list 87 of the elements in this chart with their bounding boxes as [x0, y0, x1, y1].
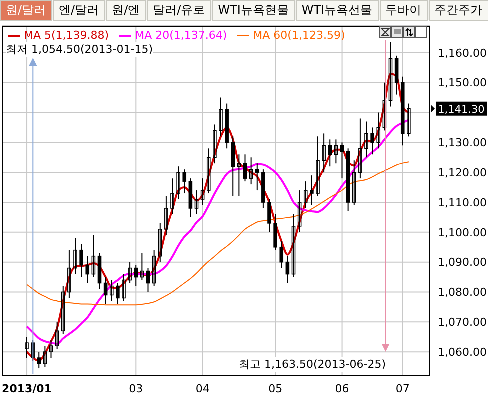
x-tick-label: 2013/01	[2, 382, 52, 396]
candlestick	[25, 336, 29, 359]
candlestick	[322, 133, 326, 174]
annotation: 최저 1,054.50(2013-01-15)	[6, 42, 153, 57]
text: 달러/유로	[147, 0, 212, 21]
candlestick	[86, 256, 90, 284]
candlestick	[255, 163, 260, 192]
x-tick-label: 07	[396, 382, 410, 396]
candlestick	[158, 222, 162, 263]
candlestick	[213, 124, 217, 164]
y-tick-label: 1,070.00	[438, 316, 487, 330]
candlestick	[92, 234, 96, 278]
candlestick	[292, 214, 296, 278]
candlestick	[61, 286, 66, 335]
candlestick	[249, 157, 254, 186]
candlestick	[194, 190, 199, 215]
candlestick	[316, 136, 320, 198]
x-tick-label: 05	[268, 382, 283, 396]
text: 엔/달러	[53, 0, 106, 21]
candlestick	[80, 244, 84, 278]
candlestick	[206, 148, 211, 194]
candlestick	[328, 139, 332, 168]
legend-label: MA 20(1,137.64)	[135, 29, 228, 42]
text: WTI뉴욕선물	[296, 0, 379, 21]
candlestick	[104, 276, 108, 305]
text: 1,141.30	[438, 104, 485, 116]
candlestick	[286, 256, 290, 284]
y-tick-label: 1,120.00	[438, 166, 487, 180]
candlestick	[310, 175, 314, 206]
candlestick	[334, 139, 338, 164]
legend-label: MA 5(1,139.88)	[24, 29, 110, 42]
candlestick	[237, 154, 242, 198]
candlestick	[370, 127, 374, 156]
candlestick	[304, 181, 308, 209]
y-tick-label: 1,060.00	[438, 346, 487, 359]
text: WTI뉴욕현물	[212, 0, 295, 21]
annotation: 최고 1,163.50(2013-06-25)	[238, 357, 387, 372]
candlestick	[140, 252, 144, 281]
candlestick	[55, 322, 60, 350]
text: 두바이	[380, 0, 428, 21]
candlestick	[170, 178, 174, 215]
text: 원/엔	[106, 0, 146, 21]
candlestick	[407, 103, 411, 138]
y-tick-label: 1,130.00	[438, 136, 487, 150]
y-tick-label: 1,080.00	[438, 286, 487, 300]
y-tick-label: 1,090.00	[438, 256, 487, 270]
candlestick	[116, 282, 120, 305]
candlestick	[268, 199, 272, 233]
text: 주간주가	[428, 0, 488, 21]
candlestick	[219, 97, 223, 138]
candlestick	[280, 240, 284, 269]
candlestick	[43, 346, 48, 368]
candlestick	[243, 154, 248, 182]
candlestick	[352, 160, 356, 206]
candlestick	[134, 264, 138, 287]
candlestick	[364, 121, 368, 158]
legend-label: MA 60(1,123.59)	[253, 29, 346, 42]
x-tick-label: 03	[129, 382, 144, 396]
text: 원/달러	[0, 0, 52, 21]
candlestick	[388, 42, 393, 108]
candlestick	[122, 274, 126, 302]
candlestick	[68, 250, 72, 299]
candlestick	[231, 136, 236, 198]
line-series	[26, 162, 410, 306]
candlestick	[110, 280, 114, 302]
candlestick	[49, 340, 54, 359]
x-tick-label: 06	[335, 382, 350, 396]
candlestick	[146, 268, 150, 293]
y-tick-label: 1,150.00	[438, 76, 487, 90]
candlestick	[176, 166, 180, 200]
candlestick	[274, 214, 278, 251]
y-tick-label: 1,110.00	[438, 196, 487, 210]
y-tick-label: 1,100.00	[438, 226, 487, 240]
candlestick	[37, 352, 42, 370]
candlestick	[394, 55, 399, 96]
x-tick-label: 04	[196, 382, 210, 396]
candlestick	[358, 118, 362, 180]
candlestick	[182, 169, 187, 194]
candlestick	[74, 238, 78, 275]
candlestick	[164, 196, 168, 236]
candlestick	[298, 190, 302, 233]
candlestick	[128, 262, 132, 284]
candlestick	[376, 112, 381, 150]
candlestick	[340, 142, 344, 180]
candlestick	[200, 178, 205, 206]
candlestick	[152, 250, 156, 287]
y-tick-label: 1,160.00	[438, 46, 487, 60]
